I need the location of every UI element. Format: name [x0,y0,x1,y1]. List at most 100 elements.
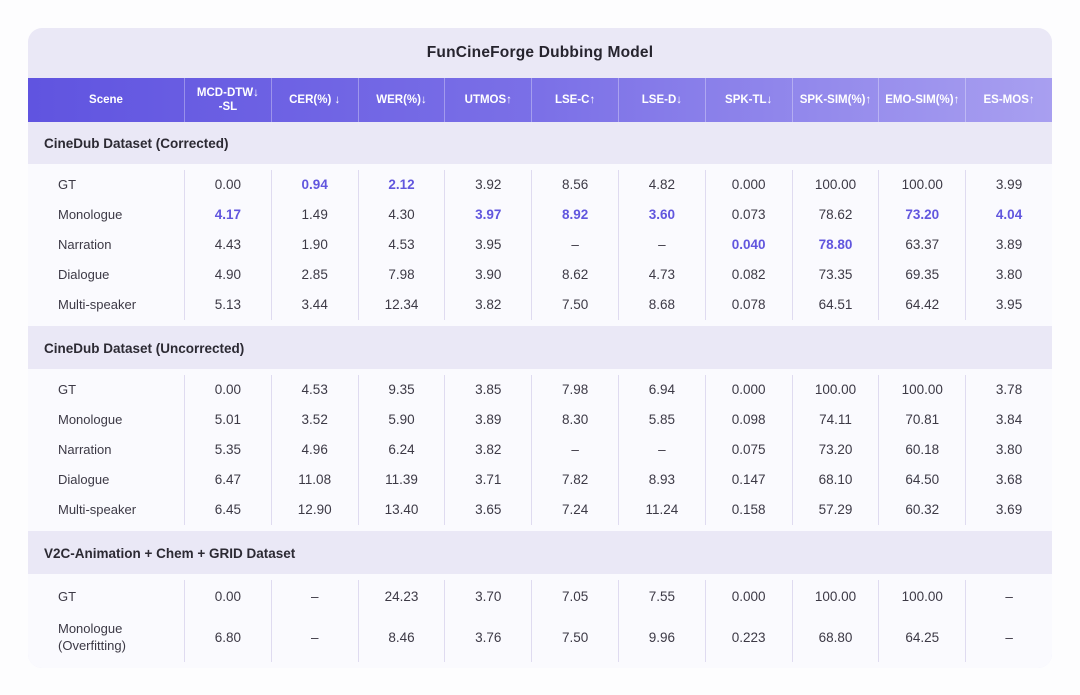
table-cell: 3.85 [445,375,532,405]
table-cell: – [272,614,359,662]
table-cell: 64.50 [879,465,966,495]
table-cell: 0.073 [706,200,793,230]
table-cell: 3.97 [445,200,532,230]
column-header: LSE-C↑ [532,78,619,122]
table-cell: 3.44 [272,290,359,320]
table-cell: 3.95 [966,290,1052,320]
scene-cell: Narration [28,230,185,260]
column-header: SPK-SIM(%)↑ [793,78,880,122]
table-cell: – [532,435,619,465]
table-cell: 11.08 [272,465,359,495]
table-cell: 5.01 [185,405,272,435]
section-rows: GT0.000.942.123.928.564.820.000100.00100… [28,164,1052,326]
section-title: CineDub Dataset (Corrected) [44,136,229,151]
scene-cell: Multi-speaker [28,495,185,525]
table-cell: 7.98 [359,260,446,290]
section-header: CineDub Dataset (Corrected) [28,129,1052,158]
column-header: CER(%) ↓ [272,78,359,122]
table-cell: 8.92 [532,200,619,230]
table-row: Multi-speaker5.133.4412.343.827.508.680.… [28,290,1052,320]
table-cell: 0.158 [706,495,793,525]
table-cell: 9.35 [359,375,446,405]
table-cell: 0.082 [706,260,793,290]
table-cell: 3.92 [445,170,532,200]
table-cell: 12.90 [272,495,359,525]
table-row: GT0.00–24.233.707.057.550.000100.00100.0… [28,580,1052,614]
table-cell: 57.29 [793,495,880,525]
table-cell: 4.17 [185,200,272,230]
table-cell: – [532,230,619,260]
table-cell: 6.94 [619,375,706,405]
column-header: LSE-D↓ [619,78,706,122]
table-cell: 0.94 [272,170,359,200]
section-rows: GT0.004.539.353.857.986.940.000100.00100… [28,369,1052,531]
table-cell: 4.96 [272,435,359,465]
table-cell: 9.96 [619,614,706,662]
table-cell: 6.45 [185,495,272,525]
table-cell: 4.53 [359,230,446,260]
table-cell: 2.12 [359,170,446,200]
table-cell: – [272,580,359,614]
table-cell: 24.23 [359,580,446,614]
table-cell: 7.55 [619,580,706,614]
table-cell: 0.223 [706,614,793,662]
table-cell: 0.000 [706,170,793,200]
table-cell: 3.68 [966,465,1052,495]
table-cell: 3.82 [445,290,532,320]
table-header-row: SceneMCD-DTW↓ -SLCER(%) ↓WER(%)↓UTMOS↑LS… [28,78,1052,122]
table-cell: 4.30 [359,200,446,230]
section-header: V2C-Animation + Chem + GRID Dataset [28,539,1052,568]
scene-cell: Narration [28,435,185,465]
table-cell: 63.37 [879,230,966,260]
table-cell: 3.99 [966,170,1052,200]
table-cell: 5.90 [359,405,446,435]
section-title: CineDub Dataset (Uncorrected) [44,341,244,356]
table-cell: 3.90 [445,260,532,290]
table-cell: 5.13 [185,290,272,320]
table-cell: 1.90 [272,230,359,260]
table-cell: 4.73 [619,260,706,290]
table-cell: 8.30 [532,405,619,435]
table-row: Narration4.431.904.533.95––0.04078.8063.… [28,230,1052,260]
table-title-band: FunCineForge Dubbing Model [28,28,1052,78]
table-cell: – [619,230,706,260]
column-header: UTMOS↑ [445,78,532,122]
table-cell: 3.84 [966,405,1052,435]
table-cell: 64.42 [879,290,966,320]
table-cell: 60.18 [879,435,966,465]
table-cell: 4.04 [966,200,1052,230]
table-row: Monologue4.171.494.303.978.923.600.07378… [28,200,1052,230]
table-cell: 3.71 [445,465,532,495]
table-row: Multi-speaker6.4512.9013.403.657.2411.24… [28,495,1052,525]
table-cell: 0.040 [706,230,793,260]
column-header: Scene [28,78,185,122]
table-cell: 100.00 [793,375,880,405]
table-cell: – [966,580,1052,614]
table-cell: 3.89 [966,230,1052,260]
scene-cell: Dialogue [28,260,185,290]
table-row: Narration5.354.966.243.82––0.07573.2060.… [28,435,1052,465]
section-header: CineDub Dataset (Uncorrected) [28,334,1052,363]
table-cell: 70.81 [879,405,966,435]
table-cell: 7.50 [532,290,619,320]
table-cell: 3.82 [445,435,532,465]
table-cell: 7.82 [532,465,619,495]
table-cell: 1.49 [272,200,359,230]
table-cell: 6.80 [185,614,272,662]
column-header: MCD-DTW↓ -SL [185,78,272,122]
table-cell: 3.70 [445,580,532,614]
table-cell: – [966,614,1052,662]
table-cell: 11.24 [619,495,706,525]
table-row: Monologue (Overfitting)6.80–8.463.767.50… [28,614,1052,662]
table-cell: 73.20 [879,200,966,230]
table-cell: 0.000 [706,580,793,614]
table-cell: 100.00 [793,170,880,200]
scene-cell: Monologue [28,405,185,435]
table-cell: 4.82 [619,170,706,200]
table-cell: 2.85 [272,260,359,290]
table-cell: 4.53 [272,375,359,405]
table-row: GT0.000.942.123.928.564.820.000100.00100… [28,170,1052,200]
table-cell: 7.98 [532,375,619,405]
table-cell: 4.43 [185,230,272,260]
table-cell: 64.25 [879,614,966,662]
